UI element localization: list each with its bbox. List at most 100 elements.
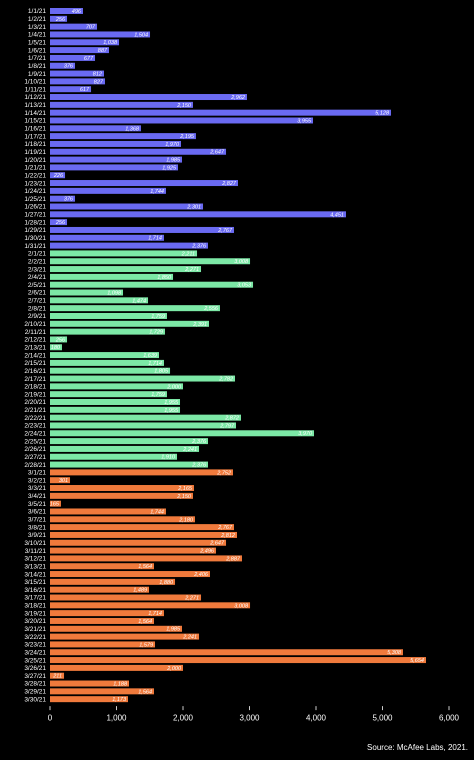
value-label: 2,241	[182, 635, 197, 641]
category-label: 1/23/21	[24, 180, 46, 187]
value-label: 1,985	[166, 158, 181, 164]
value-label: 1,564	[138, 619, 152, 625]
bar	[50, 672, 65, 679]
bar	[50, 477, 71, 484]
bar	[50, 234, 164, 241]
bar	[50, 500, 61, 507]
x-tick-label: 5,000	[372, 713, 393, 722]
value-label: 3,008	[234, 603, 249, 609]
value-label: 2,962	[230, 95, 245, 101]
value-label: 2,376	[191, 439, 207, 445]
bar	[50, 696, 129, 703]
category-label: 3/2/21	[28, 477, 46, 484]
category-label: 3/10/21	[24, 540, 46, 547]
bar	[50, 94, 247, 101]
value-label: 376	[64, 197, 74, 203]
value-label: 1,579	[139, 642, 153, 648]
category-label: 3/9/21	[28, 532, 46, 539]
category-label: 2/11/21	[25, 329, 47, 336]
value-label: 2,647	[209, 150, 225, 156]
value-label: 1,714	[148, 611, 162, 617]
value-label: 1,714	[148, 236, 162, 242]
category-label: 3/1/21	[28, 470, 46, 477]
category-label: 2/23/21	[24, 423, 46, 430]
bar	[50, 633, 200, 640]
value-label: 256	[55, 220, 66, 226]
category-label: 1/31/21	[24, 243, 46, 250]
category-label: 1/19/21	[24, 149, 46, 156]
source: Source: McAfee Labs, 2021.	[367, 743, 468, 752]
value-label: 2,271	[184, 595, 199, 601]
category-label: 2/19/21	[24, 391, 46, 398]
value-label: 1,925	[162, 165, 177, 171]
x-tick-label: 3,000	[239, 713, 260, 722]
category-label: 3/5/21	[28, 501, 46, 508]
bar	[50, 485, 194, 492]
bar	[50, 133, 196, 140]
value-label: 4,451	[330, 212, 344, 218]
value-label: 2,827	[221, 181, 237, 187]
bar	[50, 524, 235, 531]
category-label: 3/25/21	[24, 657, 46, 664]
value-label: 2,872	[224, 416, 239, 422]
value-label: 1,474	[132, 298, 146, 304]
category-label: 2/25/21	[24, 438, 46, 445]
category-label: 2/6/21	[28, 290, 46, 297]
bar	[50, 649, 403, 656]
category-label: 1/4/21	[28, 32, 46, 39]
value-label: 1,564	[138, 689, 152, 695]
value-label: 2,241	[182, 447, 197, 453]
value-label: 2,211	[181, 251, 195, 257]
value-label: 2,767	[217, 525, 233, 531]
category-label: 2/15/21	[24, 360, 46, 367]
bar	[50, 258, 251, 265]
bar	[50, 328, 165, 335]
value-label: 2,180	[178, 517, 194, 523]
value-label: 2,752	[216, 470, 231, 476]
x-tick-label: 2,000	[173, 713, 194, 722]
category-label: 2/14/21	[24, 352, 46, 359]
value-label: 256	[55, 337, 66, 343]
category-label: 1/1/21	[28, 8, 46, 15]
category-label: 3/22/21	[24, 634, 46, 641]
bar	[50, 320, 210, 327]
category-label: 1/18/21	[24, 141, 46, 148]
bar	[50, 195, 76, 202]
category-label: 3/3/21	[28, 485, 46, 492]
bar	[50, 312, 167, 319]
category-label: 3/20/21	[24, 618, 46, 625]
category-label: 1/28/21	[24, 219, 46, 226]
bar	[50, 688, 155, 695]
value-label: 1,805	[154, 369, 169, 375]
bar	[50, 453, 178, 460]
value-label: 1,368	[125, 126, 140, 132]
bar	[50, 242, 209, 249]
category-label: 3/24/21	[24, 649, 46, 656]
bar	[50, 31, 151, 38]
value-label: 1,038	[103, 40, 118, 46]
category-label: 1/17/21	[24, 133, 46, 140]
bar	[50, 297, 149, 304]
category-label: 3/11/21	[25, 548, 47, 555]
category-label: 2/13/21	[24, 344, 46, 351]
category-label: 3/16/21	[24, 587, 46, 594]
value-label: 677	[84, 56, 94, 62]
bar	[50, 305, 220, 312]
value-label: 2,150	[176, 103, 192, 109]
bar	[50, 414, 241, 421]
bar	[50, 187, 166, 194]
category-label: 3/28/21	[24, 681, 46, 688]
value-label: 707	[86, 25, 96, 31]
value-label: 2,812	[220, 533, 235, 539]
category-label: 3/7/21	[28, 517, 46, 524]
value-label: 5,128	[375, 111, 390, 117]
category-label: 1/7/21	[28, 55, 46, 62]
bar	[50, 539, 227, 546]
bar	[50, 563, 155, 570]
bar	[50, 664, 183, 671]
value-label: 3,970	[298, 431, 313, 437]
bar	[50, 586, 150, 593]
category-label: 1/14/21	[24, 110, 46, 117]
category-label: 1/30/21	[24, 235, 46, 242]
value-label: 211	[52, 674, 62, 680]
